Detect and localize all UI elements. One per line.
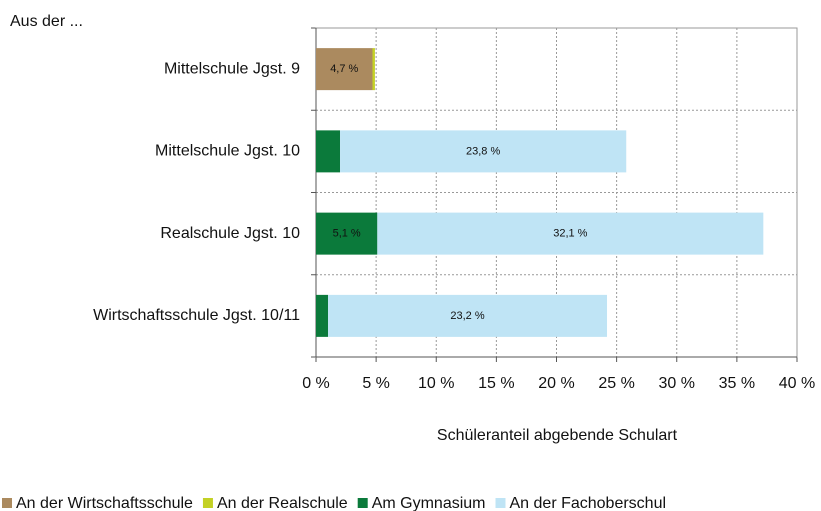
x-tick-label: 25 %: [598, 375, 634, 392]
x-tick-label: 5 %: [362, 375, 390, 392]
legend-swatch: [357, 498, 368, 508]
legend-label: Am Gymnasium: [372, 495, 486, 511]
x-axis-label: Schüleranteil abgebende Schulart: [437, 427, 678, 444]
value-label: 32,1 %: [553, 228, 587, 240]
x-tick-label: 0 %: [302, 375, 330, 392]
x-tick-label: 35 %: [719, 375, 755, 392]
x-tick-label: 20 %: [538, 375, 574, 392]
bar-segment: [340, 130, 627, 173]
legend-label: An der Wirtschaftsschule: [16, 495, 193, 511]
category-label: Mittelschule Jgst. 10: [155, 143, 300, 160]
bar-segment: [377, 212, 764, 255]
bar-segment: [372, 48, 375, 91]
x-tick-label: 30 %: [659, 375, 695, 392]
annotation: Aus der ...: [10, 13, 83, 30]
value-label: 4,7 %: [330, 63, 358, 75]
legend-swatch: [2, 498, 12, 508]
x-tick-label: 40 %: [779, 375, 815, 392]
bar-segment: [316, 294, 329, 337]
x-tick-label: 15 %: [478, 375, 514, 392]
legend-label: An der Fachoberschul: [510, 495, 667, 511]
x-tick-label: 10 %: [418, 375, 454, 392]
value-label: 5,1 %: [333, 228, 361, 240]
category-label: Wirtschaftsschule Jgst. 10/11: [93, 307, 300, 324]
bar-segment: [328, 294, 608, 337]
bar-segment: [316, 130, 341, 173]
bar-segment: [316, 48, 373, 91]
category-label: Mittelschule Jgst. 9: [164, 60, 300, 77]
value-label: 23,8 %: [466, 145, 500, 157]
legend-swatch: [495, 498, 506, 508]
bar-segment: [316, 212, 378, 255]
legend-label: An der Realschule: [217, 495, 348, 511]
category-label: Realschule Jgst. 10: [160, 225, 300, 242]
value-label: 23,2 %: [450, 310, 484, 322]
legend-swatch: [202, 498, 213, 508]
